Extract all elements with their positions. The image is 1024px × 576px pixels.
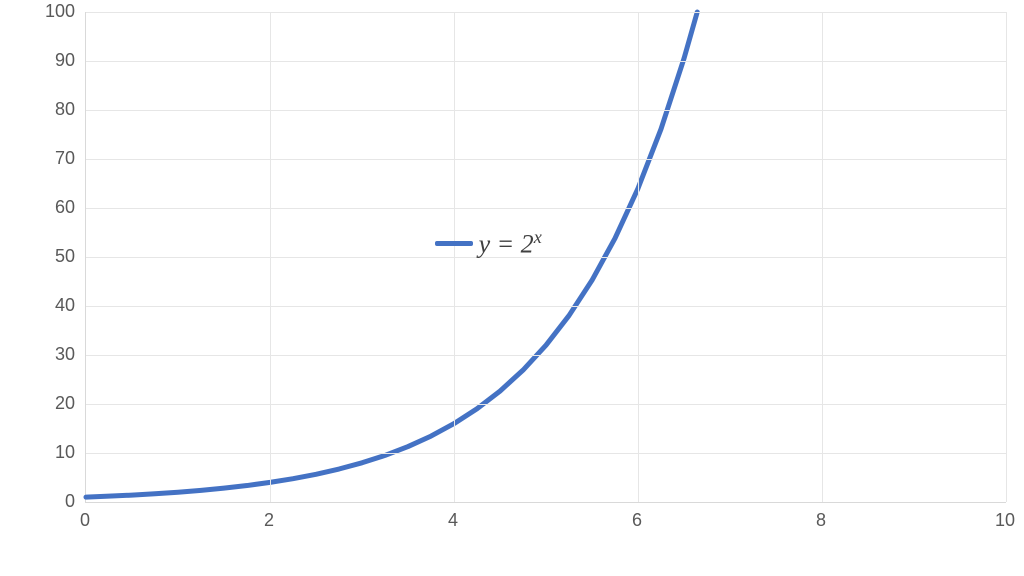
gridline-horizontal [86, 208, 1006, 209]
series-curve [86, 12, 697, 497]
y-tick-label: 20 [15, 393, 75, 414]
y-tick-label: 80 [15, 99, 75, 120]
x-tick-label: 4 [448, 510, 458, 531]
y-tick-label: 50 [15, 246, 75, 267]
legend-label: y = 2x [479, 227, 542, 260]
x-tick-label: 2 [264, 510, 274, 531]
gridline-horizontal [86, 61, 1006, 62]
gridline-horizontal [86, 110, 1006, 111]
gridline-vertical [1006, 12, 1007, 502]
gridline-horizontal [86, 404, 1006, 405]
gridline-horizontal [86, 159, 1006, 160]
legend-swatch [435, 241, 473, 246]
x-tick-label: 8 [816, 510, 826, 531]
gridline-horizontal [86, 306, 1006, 307]
y-tick-label: 100 [15, 1, 75, 22]
exponential-chart: y = 2x 0 10 20 30 40 50 60 70 80 90 100 0 2 4 6 8 10 [0, 0, 1024, 576]
legend: y = 2x [435, 227, 542, 260]
y-tick-label: 90 [15, 50, 75, 71]
y-tick-label: 30 [15, 344, 75, 365]
gridline-horizontal [86, 355, 1006, 356]
y-tick-label: 60 [15, 197, 75, 218]
x-tick-label: 0 [80, 510, 90, 531]
y-tick-label: 0 [15, 491, 75, 512]
y-tick-label: 40 [15, 295, 75, 316]
y-tick-label: 70 [15, 148, 75, 169]
gridline-horizontal [86, 12, 1006, 13]
gridline-horizontal [86, 257, 1006, 258]
x-tick-label: 10 [995, 510, 1015, 531]
plot-area [85, 12, 1006, 503]
x-tick-label: 6 [632, 510, 642, 531]
y-tick-label: 10 [15, 442, 75, 463]
gridline-horizontal [86, 453, 1006, 454]
